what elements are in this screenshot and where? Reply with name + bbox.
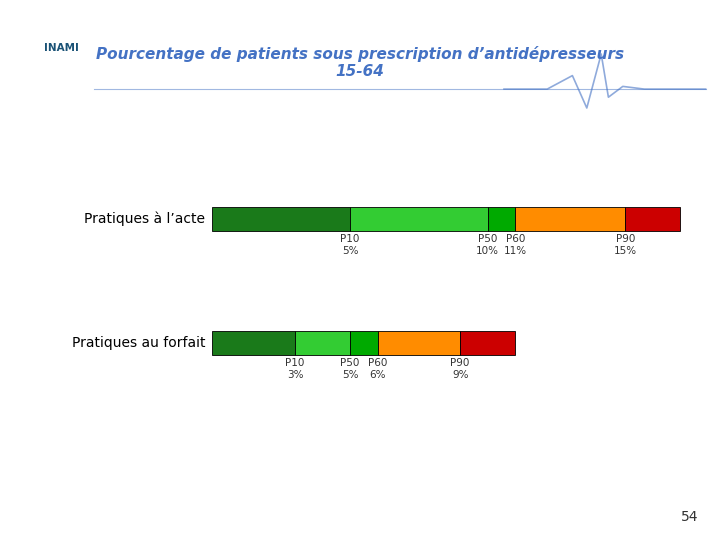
Text: P10: P10: [285, 358, 305, 368]
Text: P50: P50: [341, 358, 360, 368]
Text: P60: P60: [505, 233, 525, 244]
Text: P60: P60: [368, 358, 387, 368]
Text: Pourcentage de patients sous prescription d’antidépresseurs
15-64: Pourcentage de patients sous prescriptio…: [96, 46, 624, 79]
Text: Pratiques au forfait: Pratiques au forfait: [72, 336, 205, 350]
Text: 15%: 15%: [613, 246, 637, 256]
Text: P10: P10: [341, 233, 360, 244]
Text: P50: P50: [478, 233, 498, 244]
Text: 6%: 6%: [369, 370, 386, 380]
Text: P90: P90: [616, 233, 635, 244]
Text: P90: P90: [451, 358, 470, 368]
Text: Pratiques à l’acte: Pratiques à l’acte: [84, 212, 205, 226]
Text: 11%: 11%: [504, 246, 527, 256]
Text: 54: 54: [681, 510, 698, 524]
Text: 5%: 5%: [342, 370, 359, 380]
Text: INAMI: INAMI: [44, 43, 78, 53]
Text: 10%: 10%: [476, 246, 499, 256]
Text: 5%: 5%: [342, 246, 359, 256]
Text: 3%: 3%: [287, 370, 303, 380]
Text: 9%: 9%: [452, 370, 469, 380]
